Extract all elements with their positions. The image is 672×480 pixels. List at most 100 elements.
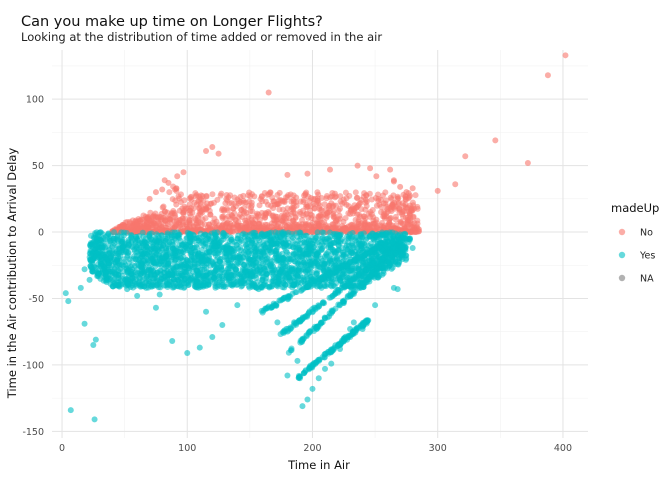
point-yes bbox=[216, 249, 223, 256]
point-no bbox=[462, 153, 469, 160]
point-yes bbox=[387, 250, 394, 257]
point-yes bbox=[306, 366, 313, 373]
point-no bbox=[276, 189, 283, 196]
point-yes bbox=[168, 233, 175, 240]
point-yes bbox=[142, 268, 149, 275]
point-yes bbox=[231, 238, 238, 245]
point-no bbox=[342, 189, 349, 196]
point-no bbox=[331, 190, 338, 197]
point-no bbox=[203, 147, 210, 154]
point-yes bbox=[87, 247, 94, 254]
point-no bbox=[248, 202, 255, 209]
point-yes bbox=[320, 229, 327, 236]
point-yes bbox=[266, 230, 273, 237]
point-yes bbox=[302, 250, 309, 257]
point-yes bbox=[282, 260, 289, 267]
point-yes bbox=[280, 296, 287, 303]
point-no bbox=[175, 193, 182, 200]
point-yes bbox=[294, 254, 301, 261]
x-tick-label: 400 bbox=[554, 443, 572, 454]
point-no bbox=[207, 211, 214, 218]
x-tick-label: 200 bbox=[303, 443, 321, 454]
point-yes bbox=[349, 250, 356, 257]
x-tick-label: 300 bbox=[429, 443, 447, 454]
point-yes bbox=[203, 308, 210, 315]
point-yes bbox=[191, 254, 198, 261]
point-yes bbox=[276, 255, 283, 262]
point-yes bbox=[363, 250, 370, 257]
point-yes bbox=[90, 341, 97, 348]
point-yes bbox=[138, 262, 145, 269]
point-no bbox=[203, 192, 210, 199]
point-yes bbox=[131, 263, 138, 270]
x-tick-label: 0 bbox=[59, 443, 65, 454]
point-yes bbox=[132, 237, 139, 244]
point-no bbox=[386, 205, 393, 212]
point-yes bbox=[263, 255, 270, 262]
point-yes bbox=[295, 266, 302, 273]
point-no bbox=[210, 199, 217, 206]
point-no bbox=[256, 221, 263, 228]
point-yes bbox=[102, 233, 109, 240]
point-no bbox=[296, 221, 303, 228]
point-no bbox=[300, 199, 307, 206]
point-no bbox=[209, 191, 216, 198]
point-yes bbox=[320, 266, 327, 273]
point-no bbox=[146, 195, 153, 202]
point-yes bbox=[260, 270, 267, 277]
point-no bbox=[402, 204, 409, 211]
point-no bbox=[362, 206, 369, 213]
x-axis-title: Time in Air bbox=[287, 458, 350, 472]
point-no bbox=[145, 214, 152, 221]
point-no bbox=[159, 204, 166, 211]
point-no bbox=[363, 192, 370, 199]
point-no bbox=[400, 213, 407, 220]
point-yes bbox=[323, 253, 330, 260]
point-yes bbox=[120, 262, 127, 269]
point-no bbox=[187, 194, 194, 201]
point-yes bbox=[181, 283, 188, 290]
point-yes bbox=[278, 267, 285, 274]
point-yes bbox=[177, 249, 184, 256]
point-yes bbox=[196, 272, 203, 279]
point-yes bbox=[164, 281, 171, 288]
point-yes bbox=[268, 266, 275, 273]
point-yes bbox=[236, 256, 243, 263]
point-no bbox=[356, 200, 363, 207]
point-yes bbox=[219, 266, 226, 273]
point-yes bbox=[272, 247, 279, 254]
point-yes bbox=[198, 247, 205, 254]
point-yes bbox=[212, 283, 219, 290]
point-no bbox=[268, 220, 275, 227]
point-yes bbox=[77, 284, 84, 291]
point-yes bbox=[248, 239, 255, 246]
point-yes bbox=[314, 270, 321, 277]
point-yes bbox=[306, 245, 313, 252]
point-no bbox=[264, 191, 271, 198]
point-yes bbox=[106, 268, 113, 275]
point-yes bbox=[350, 319, 357, 326]
y-tick-label: 0 bbox=[38, 228, 44, 239]
point-no bbox=[209, 144, 216, 150]
point-yes bbox=[91, 253, 98, 260]
point-no bbox=[279, 214, 286, 221]
point-yes bbox=[208, 269, 215, 276]
point-yes bbox=[145, 257, 152, 264]
point-no bbox=[304, 170, 311, 177]
chart-title: Can you make up time on Longer Flights? bbox=[21, 14, 323, 30]
point-no bbox=[197, 192, 204, 199]
point-no bbox=[186, 223, 193, 230]
point-yes bbox=[123, 275, 130, 282]
point-yes bbox=[274, 279, 281, 286]
point-no bbox=[273, 216, 280, 223]
point-no bbox=[399, 200, 406, 207]
point-yes bbox=[270, 275, 277, 282]
point-no bbox=[220, 213, 227, 220]
point-yes bbox=[345, 233, 352, 240]
point-yes bbox=[355, 237, 362, 244]
point-yes bbox=[299, 315, 306, 322]
point-yes bbox=[91, 416, 98, 423]
point-no bbox=[261, 214, 268, 221]
point-no bbox=[271, 201, 278, 208]
y-tick-label: 100 bbox=[26, 95, 44, 106]
